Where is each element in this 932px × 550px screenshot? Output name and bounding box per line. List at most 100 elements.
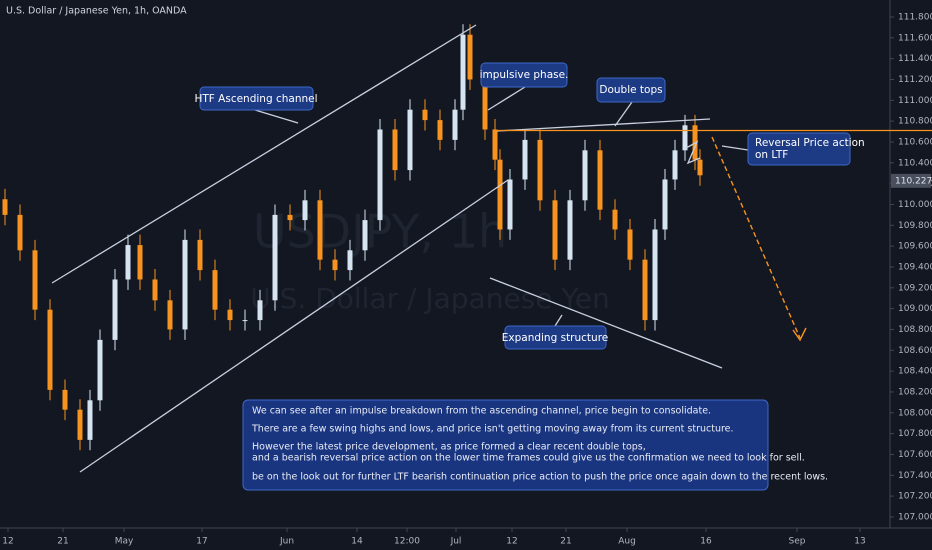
y-tick-label: 110.000 xyxy=(898,200,932,210)
x-tick-label: Jul xyxy=(450,537,462,547)
candle-body xyxy=(137,245,143,280)
pointer xyxy=(487,86,526,111)
y-tick-label: 110.600 xyxy=(898,137,932,147)
y-tick-label: 111.400 xyxy=(898,54,932,64)
projection-arrow xyxy=(711,136,801,339)
x-tick-label: 21 xyxy=(560,537,571,547)
candle-body xyxy=(672,150,678,180)
candle-body xyxy=(317,200,323,260)
candle-body xyxy=(197,239,203,271)
candle-body xyxy=(467,34,473,80)
candle-body xyxy=(497,159,503,230)
candle-body xyxy=(32,250,38,310)
x-tick-label: 16 xyxy=(700,537,712,547)
candle-body xyxy=(460,34,466,110)
pointer xyxy=(254,109,299,124)
candle-body xyxy=(437,120,443,140)
annotation-box xyxy=(199,86,314,111)
annotation-box xyxy=(596,77,666,103)
annotation-box xyxy=(480,62,568,88)
candle-body xyxy=(597,150,603,210)
candle-body xyxy=(125,245,131,280)
candle-body xyxy=(612,209,618,230)
candle-body xyxy=(2,199,8,215)
note-line: and a bearish reversal price action on t… xyxy=(252,453,805,464)
candle-body xyxy=(287,214,293,221)
candle-body xyxy=(272,214,278,301)
projection xyxy=(711,136,807,342)
candle-body xyxy=(182,239,188,330)
y-tick-label: 109.800 xyxy=(898,221,932,231)
drawings xyxy=(51,24,749,473)
y-tick-label: 107.800 xyxy=(898,429,932,439)
pointer xyxy=(721,145,749,151)
pointer xyxy=(554,314,563,327)
last-price-box xyxy=(891,173,931,188)
candle-body xyxy=(302,200,308,221)
channel-upper xyxy=(51,24,477,284)
note-box xyxy=(242,399,769,491)
y-tick-label: 111.000 xyxy=(898,96,932,106)
annotation-box xyxy=(747,132,851,166)
candle-body xyxy=(17,214,23,251)
candle-body xyxy=(87,400,93,440)
watermark-subtitle: U.S. Dollar / Japanese Yen xyxy=(250,282,610,315)
y-tick-label: 107.200 xyxy=(898,492,932,502)
x-tick-label: Jun xyxy=(279,537,294,547)
candle-body xyxy=(537,139,543,201)
y-tick-label: 109.000 xyxy=(898,304,932,314)
note-line: We can see after an impulse breakdown fr… xyxy=(252,406,711,417)
candle-body xyxy=(97,339,103,401)
annotation: Double tops xyxy=(599,84,662,96)
candle-body xyxy=(227,309,233,321)
x-tick-label: 12 xyxy=(506,537,517,547)
expanding-line xyxy=(489,277,723,369)
x-tick-label: 12 xyxy=(2,537,13,547)
y-tick-label: 108.600 xyxy=(898,346,932,356)
x-tick-label: 12:00 xyxy=(394,537,420,547)
x-tick-label: 14 xyxy=(351,537,363,547)
y-tick-label: 111.800 xyxy=(898,12,932,22)
x-tick-label: 17 xyxy=(196,537,207,547)
annotation: impulsive phase. xyxy=(480,69,569,81)
y-tick-label: 107.000 xyxy=(898,512,932,522)
note-line: There are a few swing highs and lows, an… xyxy=(251,424,734,435)
note: We can see after an impulse breakdown fr… xyxy=(242,399,828,491)
candle-body xyxy=(242,320,248,322)
annotation: HTF Ascending channel xyxy=(194,93,317,105)
candle-body xyxy=(682,125,688,151)
candle-body xyxy=(332,259,338,271)
x-tick-label: Aug xyxy=(618,537,636,547)
channel-lower xyxy=(79,179,509,473)
candle-body xyxy=(392,129,398,171)
note-line: However the latest price development, as… xyxy=(252,442,646,453)
pointer xyxy=(614,101,633,127)
note-line: be on the look out for further LTF beari… xyxy=(252,472,828,483)
candle-body xyxy=(567,200,573,260)
candle-body xyxy=(627,229,633,260)
arrow-head xyxy=(792,327,807,342)
candle-body xyxy=(212,270,218,310)
candle-body xyxy=(347,250,353,271)
candle-body xyxy=(257,300,263,321)
reversal-mark xyxy=(685,140,701,165)
y-tick-label: 109.600 xyxy=(898,242,932,252)
candle-body xyxy=(62,389,68,410)
x-tick-label: 21 xyxy=(57,537,68,547)
annotation: Expanding structure xyxy=(502,332,609,344)
y-tick-label: 107.400 xyxy=(898,471,932,481)
y-tick-label: 110.800 xyxy=(898,117,932,127)
candle-body xyxy=(112,279,118,340)
candle-body xyxy=(422,109,428,121)
candle-body xyxy=(552,200,558,260)
y-tick-label: 111.600 xyxy=(898,33,932,43)
double-top-line xyxy=(496,118,711,132)
chart-title: U.S. Dollar / Japanese Yen, 1h, OANDA xyxy=(6,6,187,17)
candle-body xyxy=(152,279,158,301)
candle-body xyxy=(492,129,498,160)
y-tick-label: 108.400 xyxy=(898,367,932,377)
candle-body xyxy=(362,220,368,251)
candle-body xyxy=(167,300,173,330)
